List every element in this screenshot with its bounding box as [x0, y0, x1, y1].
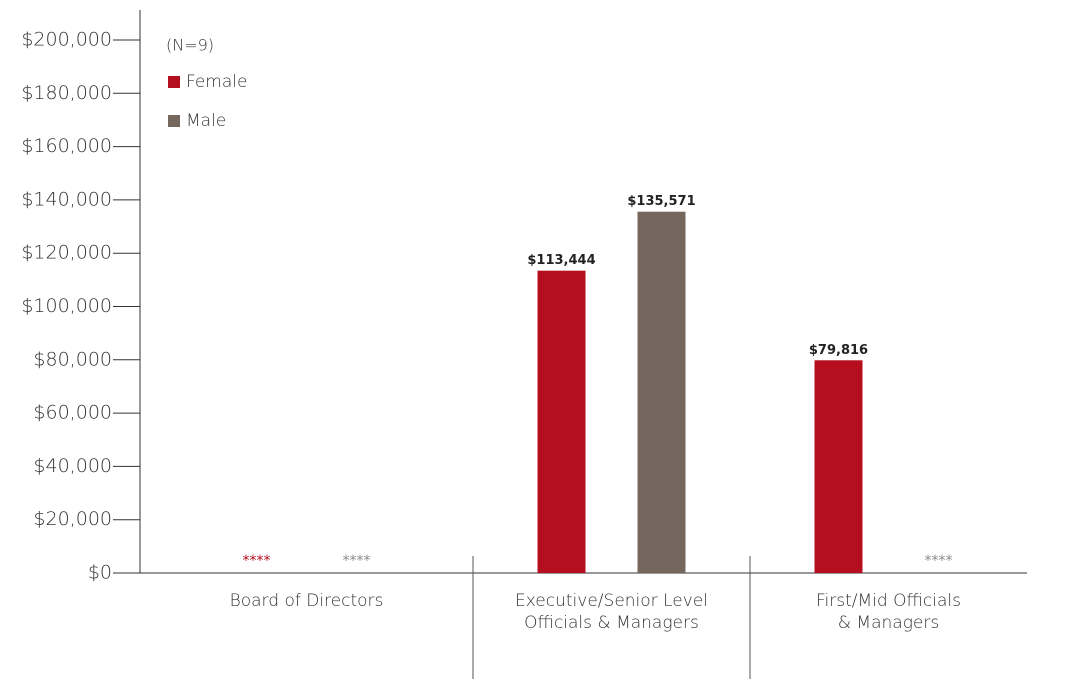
data-label: $113,444	[527, 253, 595, 268]
y-tick-label: $160,000	[21, 135, 112, 157]
x-tick-label: Board of Directors	[229, 591, 384, 611]
y-tick-label: $100,000	[21, 295, 112, 317]
bar	[537, 270, 586, 573]
y-tick-label: $40,000	[33, 455, 112, 477]
y-tick-label: $180,000	[21, 82, 112, 104]
legend-title: (N=9)	[166, 36, 214, 55]
x-tick-label: First/Mid Officials & Managers	[816, 591, 961, 633]
data-label: $135,571	[627, 194, 695, 209]
bar	[814, 360, 863, 573]
missing-label: ****	[343, 553, 371, 569]
legend-swatch	[168, 115, 180, 127]
legend-label: Female	[186, 72, 247, 92]
legend-swatch	[168, 76, 180, 88]
y-tick-label: $20,000	[33, 508, 112, 530]
y-tick-label: $140,000	[21, 188, 112, 210]
y-tick-label: $120,000	[21, 242, 112, 264]
y-tick-label: $0	[88, 562, 112, 584]
y-tick-label: $200,000	[21, 29, 112, 51]
bar	[637, 211, 686, 573]
missing-label: ****	[243, 553, 271, 569]
y-tick-label: $60,000	[33, 402, 112, 424]
missing-label: ****	[925, 553, 953, 569]
data-label: $79,816	[809, 343, 868, 358]
legend-label: Male	[186, 111, 226, 131]
y-tick-label: $80,000	[33, 348, 112, 370]
x-tick-label: Executive/Senior Level Officials & Manag…	[515, 591, 708, 633]
